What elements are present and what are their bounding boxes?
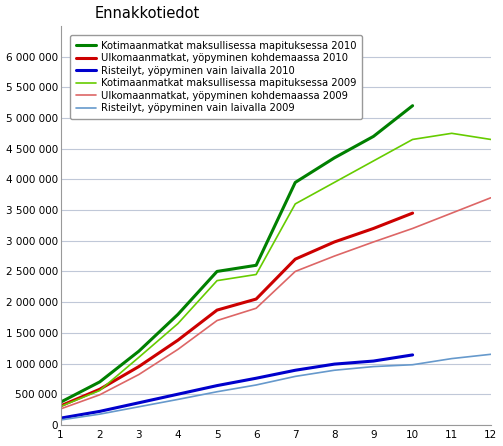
Kotimaanmatkat maksullisessa mapituksessa 2010 <box>175 312 181 317</box>
Risteilyt, yöpyminen vain laivalla 2010 <box>409 352 415 358</box>
Risteilyt, yöpyminen vain laivalla 2009 <box>488 351 494 357</box>
Ulkomaanmatkat, yöpyminen kohdemaassa 2010 <box>97 387 103 392</box>
Risteilyt, yöpyminen vain laivalla 2010 <box>175 392 181 397</box>
Risteilyt, yöpyminen vain laivalla 2009 <box>292 374 298 379</box>
Text: Ennakkotiedot: Ennakkotiedot <box>95 5 200 21</box>
Line: Risteilyt, yöpyminen vain laivalla 2010: Risteilyt, yöpyminen vain laivalla 2010 <box>60 355 412 418</box>
Line: Kotimaanmatkat maksullisessa mapituksessa 2009: Kotimaanmatkat maksullisessa mapituksess… <box>60 133 491 406</box>
Ulkomaanmatkat, yöpyminen kohdemaassa 2009 <box>371 240 377 245</box>
Line: Kotimaanmatkat maksullisessa mapituksessa 2010: Kotimaanmatkat maksullisessa mapituksess… <box>60 106 412 402</box>
Line: Risteilyt, yöpyminen vain laivalla 2009: Risteilyt, yöpyminen vain laivalla 2009 <box>60 354 491 420</box>
Ulkomaanmatkat, yöpyminen kohdemaassa 2010 <box>292 256 298 262</box>
Kotimaanmatkat maksullisessa mapituksessa 2010 <box>371 134 377 139</box>
Ulkomaanmatkat, yöpyminen kohdemaassa 2009 <box>136 372 142 377</box>
Ulkomaanmatkat, yöpyminen kohdemaassa 2009 <box>253 306 259 311</box>
Ulkomaanmatkat, yöpyminen kohdemaassa 2010 <box>253 297 259 302</box>
Risteilyt, yöpyminen vain laivalla 2009 <box>57 417 63 423</box>
Kotimaanmatkat maksullisessa mapituksessa 2009 <box>97 388 103 393</box>
Kotimaanmatkat maksullisessa mapituksessa 2010 <box>409 103 415 108</box>
Risteilyt, yöpyminen vain laivalla 2010 <box>214 383 220 388</box>
Ulkomaanmatkat, yöpyminen kohdemaassa 2010 <box>136 364 142 369</box>
Ulkomaanmatkat, yöpyminen kohdemaassa 2010 <box>409 211 415 216</box>
Risteilyt, yöpyminen vain laivalla 2010 <box>136 400 142 405</box>
Risteilyt, yöpyminen vain laivalla 2009 <box>331 368 338 373</box>
Ulkomaanmatkat, yöpyminen kohdemaassa 2010 <box>371 226 377 231</box>
Risteilyt, yöpyminen vain laivalla 2010 <box>253 376 259 381</box>
Kotimaanmatkat maksullisessa mapituksessa 2010 <box>97 379 103 384</box>
Ulkomaanmatkat, yöpyminen kohdemaassa 2010 <box>175 338 181 343</box>
Kotimaanmatkat maksullisessa mapituksessa 2010 <box>214 269 220 274</box>
Risteilyt, yöpyminen vain laivalla 2009 <box>371 364 377 369</box>
Ulkomaanmatkat, yöpyminen kohdemaassa 2009 <box>331 253 338 259</box>
Risteilyt, yöpyminen vain laivalla 2009 <box>136 404 142 409</box>
Ulkomaanmatkat, yöpyminen kohdemaassa 2010 <box>57 403 63 409</box>
Risteilyt, yöpyminen vain laivalla 2010 <box>292 368 298 373</box>
Kotimaanmatkat maksullisessa mapituksessa 2010 <box>253 263 259 268</box>
Ulkomaanmatkat, yöpyminen kohdemaassa 2010 <box>214 307 220 313</box>
Kotimaanmatkat maksullisessa mapituksessa 2009 <box>449 131 455 136</box>
Ulkomaanmatkat, yöpyminen kohdemaassa 2009 <box>292 269 298 274</box>
Risteilyt, yöpyminen vain laivalla 2009 <box>214 389 220 394</box>
Risteilyt, yöpyminen vain laivalla 2009 <box>449 356 455 361</box>
Risteilyt, yöpyminen vain laivalla 2009 <box>97 412 103 417</box>
Risteilyt, yöpyminen vain laivalla 2010 <box>97 409 103 414</box>
Risteilyt, yöpyminen vain laivalla 2010 <box>57 416 63 421</box>
Kotimaanmatkat maksullisessa mapituksessa 2010 <box>136 349 142 354</box>
Kotimaanmatkat maksullisessa mapituksessa 2009 <box>292 201 298 206</box>
Ulkomaanmatkat, yöpyminen kohdemaassa 2009 <box>488 195 494 200</box>
Kotimaanmatkat maksullisessa mapituksessa 2009 <box>214 278 220 283</box>
Ulkomaanmatkat, yöpyminen kohdemaassa 2009 <box>449 211 455 216</box>
Kotimaanmatkat maksullisessa mapituksessa 2009 <box>136 355 142 360</box>
Risteilyt, yöpyminen vain laivalla 2010 <box>331 361 338 367</box>
Kotimaanmatkat maksullisessa mapituksessa 2009 <box>253 272 259 277</box>
Ulkomaanmatkat, yöpyminen kohdemaassa 2009 <box>57 406 63 412</box>
Kotimaanmatkat maksullisessa mapituksessa 2010 <box>57 400 63 405</box>
Line: Ulkomaanmatkat, yöpyminen kohdemaassa 2009: Ulkomaanmatkat, yöpyminen kohdemaassa 20… <box>60 198 491 409</box>
Kotimaanmatkat maksullisessa mapituksessa 2009 <box>331 180 338 185</box>
Risteilyt, yöpyminen vain laivalla 2009 <box>409 362 415 368</box>
Kotimaanmatkat maksullisessa mapituksessa 2010 <box>331 155 338 161</box>
Kotimaanmatkat maksullisessa mapituksessa 2009 <box>57 404 63 409</box>
Risteilyt, yöpyminen vain laivalla 2010 <box>371 359 377 364</box>
Kotimaanmatkat maksullisessa mapituksessa 2010 <box>292 180 298 185</box>
Risteilyt, yöpyminen vain laivalla 2009 <box>253 382 259 388</box>
Kotimaanmatkat maksullisessa mapituksessa 2009 <box>488 137 494 142</box>
Kotimaanmatkat maksullisessa mapituksessa 2009 <box>175 321 181 326</box>
Ulkomaanmatkat, yöpyminen kohdemaassa 2010 <box>331 240 338 245</box>
Ulkomaanmatkat, yöpyminen kohdemaassa 2009 <box>97 392 103 397</box>
Ulkomaanmatkat, yöpyminen kohdemaassa 2009 <box>175 347 181 352</box>
Risteilyt, yöpyminen vain laivalla 2009 <box>175 397 181 402</box>
Legend: Kotimaanmatkat maksullisessa mapituksessa 2010, Ulkomaanmatkat, yöpyminen kohdem: Kotimaanmatkat maksullisessa mapituksess… <box>70 35 362 120</box>
Kotimaanmatkat maksullisessa mapituksessa 2009 <box>371 158 377 164</box>
Line: Ulkomaanmatkat, yöpyminen kohdemaassa 2010: Ulkomaanmatkat, yöpyminen kohdemaassa 20… <box>60 213 412 406</box>
Kotimaanmatkat maksullisessa mapituksessa 2009 <box>409 137 415 142</box>
Ulkomaanmatkat, yöpyminen kohdemaassa 2009 <box>214 318 220 323</box>
Ulkomaanmatkat, yöpyminen kohdemaassa 2009 <box>409 226 415 231</box>
